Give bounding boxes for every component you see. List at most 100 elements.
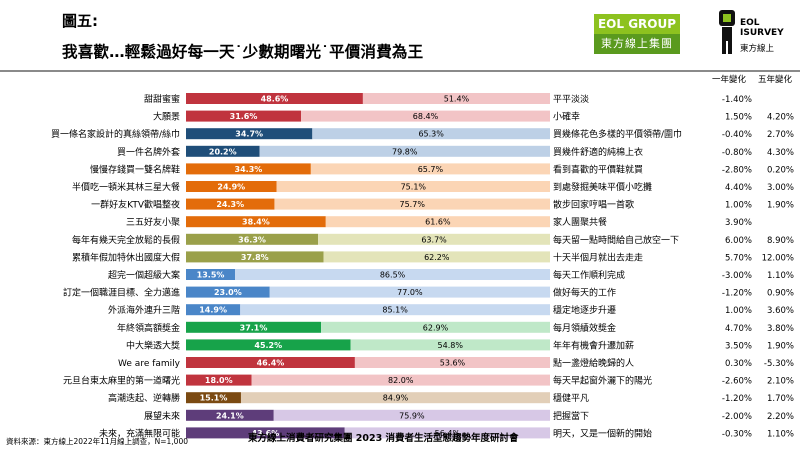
right-value-label: 68.4% bbox=[413, 112, 439, 121]
right-bar-segment bbox=[362, 93, 550, 104]
left-bar-segment bbox=[186, 110, 302, 122]
yoy-change-value: 3.90% bbox=[725, 218, 752, 228]
left-category-label: 高潮迭起、逆轉勝 bbox=[108, 392, 180, 404]
right-bar-segment bbox=[325, 216, 550, 228]
yoy-change-value: -0.30% bbox=[722, 429, 752, 439]
five-year-change-value: 1.90% bbox=[767, 341, 794, 351]
left-category-label: 累積年假加特休出國度大假 bbox=[72, 251, 180, 263]
eol-group-logo-text: EOL GROUP bbox=[594, 14, 680, 34]
right-category-label: 明天，又是一個新的開始 bbox=[553, 427, 652, 439]
yoy-change-value: 1.00% bbox=[725, 201, 752, 211]
five-year-change-value: 0.20% bbox=[767, 165, 794, 175]
right-bar-segment bbox=[323, 251, 550, 263]
right-value-label: 85.1% bbox=[382, 306, 408, 315]
right-bar-segment bbox=[240, 304, 550, 316]
left-bar-segment bbox=[186, 409, 274, 421]
isurvey-logo-subtext: 東方線上 bbox=[740, 44, 775, 54]
left-bar-segment bbox=[186, 339, 351, 351]
right-bar-segment bbox=[251, 374, 550, 386]
yoy-change-value: 6.00% bbox=[725, 236, 752, 246]
left-value-label: 37.8% bbox=[241, 253, 269, 262]
five-year-change-value: 1.90% bbox=[767, 201, 794, 211]
eol-group-logo-subtext: 東方線上集團 bbox=[594, 34, 680, 54]
five-year-change-value: 12.00% bbox=[762, 253, 794, 263]
left-value-label: 36.3% bbox=[238, 235, 266, 244]
left-value-label: 38.4% bbox=[242, 218, 270, 227]
source-note: 資料來源：東方線上2022年11月線上調查，N=1,000 bbox=[6, 437, 188, 446]
left-value-label: 31.6% bbox=[230, 112, 258, 121]
left-value-label: 15.1% bbox=[200, 394, 228, 403]
yoy-change-value: -2.60% bbox=[722, 377, 752, 387]
right-category-label: 每天早起窗外灑下的陽光 bbox=[553, 375, 652, 387]
right-bar-segment bbox=[321, 321, 550, 333]
left-bar-segment bbox=[186, 304, 241, 316]
five-year-change-value: 2.10% bbox=[767, 377, 794, 387]
right-category-label: 穩定地逐步升遷 bbox=[553, 304, 616, 316]
yoy-change-value: -2.80% bbox=[722, 165, 752, 175]
left-value-label: 43.6% bbox=[251, 429, 279, 438]
right-value-label: 65.3% bbox=[418, 130, 444, 139]
right-value-label: 62.9% bbox=[423, 323, 449, 332]
isurvey-logo-line1: EOL bbox=[740, 18, 760, 28]
right-value-label: 84.9% bbox=[383, 394, 409, 403]
right-value-label: 77.0% bbox=[397, 288, 423, 297]
five-year-column-header: 五年變化 bbox=[758, 75, 793, 85]
left-category-label: 展望未來 bbox=[144, 410, 180, 422]
left-bar-segment bbox=[186, 269, 236, 280]
right-value-label: 54.8% bbox=[438, 341, 464, 350]
right-category-label: 把握當下 bbox=[553, 410, 589, 422]
left-bar-segment bbox=[186, 163, 311, 175]
right-value-label: 75.7% bbox=[400, 200, 426, 209]
right-category-label: 家人團聚共餐 bbox=[553, 216, 607, 228]
isurvey-logo-line2: ISURVEY bbox=[740, 28, 784, 38]
right-category-label: 平平淡淡 bbox=[553, 94, 589, 105]
eol-group-logo: EOL GROUP 東方線上集團 bbox=[594, 14, 680, 54]
isurvey-logo-text: EOL ISURVEY bbox=[740, 18, 784, 38]
left-category-label: 每年有幾天完全放鬆的長假 bbox=[72, 234, 180, 246]
yoy-change-value: -2.00% bbox=[722, 412, 752, 422]
right-value-label: 62.2% bbox=[424, 253, 450, 262]
right-bar-segment bbox=[344, 427, 550, 439]
right-category-label: 穩健平凡 bbox=[553, 392, 589, 404]
right-bar-segment bbox=[259, 145, 550, 157]
right-value-label: 56.4% bbox=[435, 429, 461, 438]
left-category-label: 外派海外連升三階 bbox=[108, 304, 180, 316]
left-bar-segment bbox=[186, 145, 260, 157]
left-bar-segment bbox=[186, 251, 324, 263]
five-year-change-value: 8.90% bbox=[767, 236, 794, 246]
left-value-label: 23.0% bbox=[214, 288, 242, 297]
right-category-label: 每天工作順利完成 bbox=[553, 269, 625, 281]
yoy-change-value: -1.20% bbox=[722, 394, 752, 404]
right-category-label: 每天留一點時間給自己放空一下 bbox=[553, 234, 679, 246]
left-category-label: 年終領高額獎金 bbox=[117, 322, 180, 334]
isurvey-figure-icon bbox=[719, 10, 735, 54]
five-year-change-value: 2.20% bbox=[767, 412, 794, 422]
left-category-label: 慢慢存錢買一雙名牌鞋 bbox=[90, 163, 180, 175]
right-value-label: 75.9% bbox=[399, 411, 425, 420]
right-category-label: 買幾件舒適的純棉上衣 bbox=[553, 146, 643, 158]
left-category-label: 超完一個超級大案 bbox=[108, 269, 180, 281]
left-bar-segment bbox=[186, 93, 363, 104]
five-year-change-value: 1.10% bbox=[767, 271, 794, 281]
left-bar-segment bbox=[186, 392, 241, 404]
left-value-label: 13.5% bbox=[197, 271, 225, 280]
title-divider bbox=[0, 70, 800, 72]
five-year-change-value: 0.90% bbox=[767, 289, 794, 299]
five-year-change-value: 4.20% bbox=[767, 113, 794, 123]
five-year-change-value: 1.70% bbox=[767, 394, 794, 404]
right-bar-segment bbox=[235, 269, 550, 280]
right-category-label: 每月領績效獎金 bbox=[553, 322, 616, 334]
figure-label: 圖五: bbox=[62, 12, 98, 30]
right-category-label: 年年有機會升遷加薪 bbox=[553, 339, 634, 351]
five-year-change-value: 2.70% bbox=[767, 130, 794, 140]
right-category-label: 做好每天的工作 bbox=[553, 287, 616, 299]
left-category-label: 中大樂透大獎 bbox=[126, 339, 180, 351]
left-bar-segment bbox=[186, 357, 355, 368]
right-value-label: 51.4% bbox=[444, 95, 470, 104]
left-value-label: 18.0% bbox=[205, 376, 233, 385]
yoy-change-value: -1.40% bbox=[722, 95, 752, 105]
yoy-change-value: -3.00% bbox=[722, 271, 752, 281]
left-value-label: 34.3% bbox=[235, 165, 263, 174]
five-year-change-value: 3.00% bbox=[767, 183, 794, 193]
left-value-label: 24.1% bbox=[216, 411, 244, 420]
